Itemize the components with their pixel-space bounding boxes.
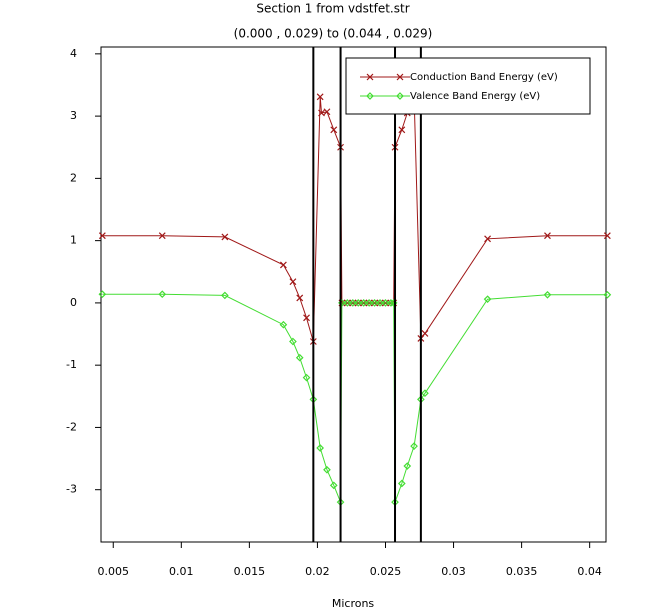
data-point <box>370 299 379 307</box>
y-tick-label: -1 <box>66 358 77 371</box>
data-point <box>398 126 406 134</box>
data-point <box>316 93 324 101</box>
data-point <box>603 290 612 299</box>
data-point <box>381 299 390 307</box>
legend-label: Valence Band Energy (eV) <box>410 91 540 102</box>
data-point <box>221 233 229 241</box>
data-point <box>543 290 552 299</box>
data-point <box>359 299 368 307</box>
data-point <box>410 442 418 450</box>
data-point <box>323 108 331 116</box>
data-point <box>316 444 324 452</box>
legend-label: Conduction Band Energy (eV) <box>410 72 558 83</box>
data-point <box>330 126 338 134</box>
x-tick-label: 0.04 <box>577 565 602 578</box>
chart-title: Section 1 from vdstfet.str <box>256 2 409 16</box>
data-point <box>396 92 404 100</box>
data-point <box>323 465 331 474</box>
data-point <box>366 73 374 81</box>
data-point <box>354 299 363 307</box>
x-tick-label: 0.01 <box>169 565 194 578</box>
data-point <box>483 295 492 304</box>
data-point <box>98 290 107 299</box>
data-point <box>403 462 412 470</box>
chart-subtitle: (0.000 , 0.029) to (0.044 , 0.029) <box>234 27 433 41</box>
data-point <box>544 232 551 240</box>
y-tick-label: 2 <box>70 171 77 184</box>
data-point <box>295 353 304 362</box>
y-tick-label: 3 <box>70 109 77 122</box>
data-point <box>365 299 374 307</box>
x-tick-label: 0.03 <box>441 565 466 578</box>
y-tick-label: -3 <box>66 483 77 496</box>
data-point <box>158 290 167 299</box>
data-point <box>603 232 611 240</box>
data-point <box>98 232 106 240</box>
x-tick-label: 0.035 <box>506 565 538 578</box>
x-tick-label: 0.02 <box>305 565 330 578</box>
y-tick-label: 1 <box>70 234 77 247</box>
data-point <box>396 73 404 81</box>
data-point <box>421 329 429 337</box>
y-tick-label: -2 <box>66 420 77 433</box>
legend-box <box>345 57 591 115</box>
data-point <box>279 261 287 269</box>
data-point <box>221 291 229 300</box>
data-point <box>397 479 406 488</box>
data-point <box>387 299 395 307</box>
data-point <box>302 373 311 382</box>
x-tick-label: 0.005 <box>98 565 130 578</box>
data-point <box>318 109 325 117</box>
y-tick-label: 0 <box>70 296 77 309</box>
data-point <box>376 299 384 307</box>
data-point <box>279 320 288 329</box>
data-point <box>289 278 297 286</box>
data-point <box>366 92 374 100</box>
x-tick-label: 0.025 <box>370 565 402 578</box>
data-point <box>484 235 492 243</box>
data-point <box>289 337 297 346</box>
data-point <box>158 232 166 240</box>
y-tick-label: 4 <box>70 47 77 60</box>
x-axis-label: Microns <box>332 597 375 610</box>
data-point <box>296 294 304 302</box>
x-tick-label: 0.015 <box>234 565 266 578</box>
data-point <box>343 299 352 307</box>
data-point <box>348 299 357 307</box>
data-point <box>421 389 429 398</box>
data-point <box>329 481 338 490</box>
data-point <box>303 314 310 322</box>
